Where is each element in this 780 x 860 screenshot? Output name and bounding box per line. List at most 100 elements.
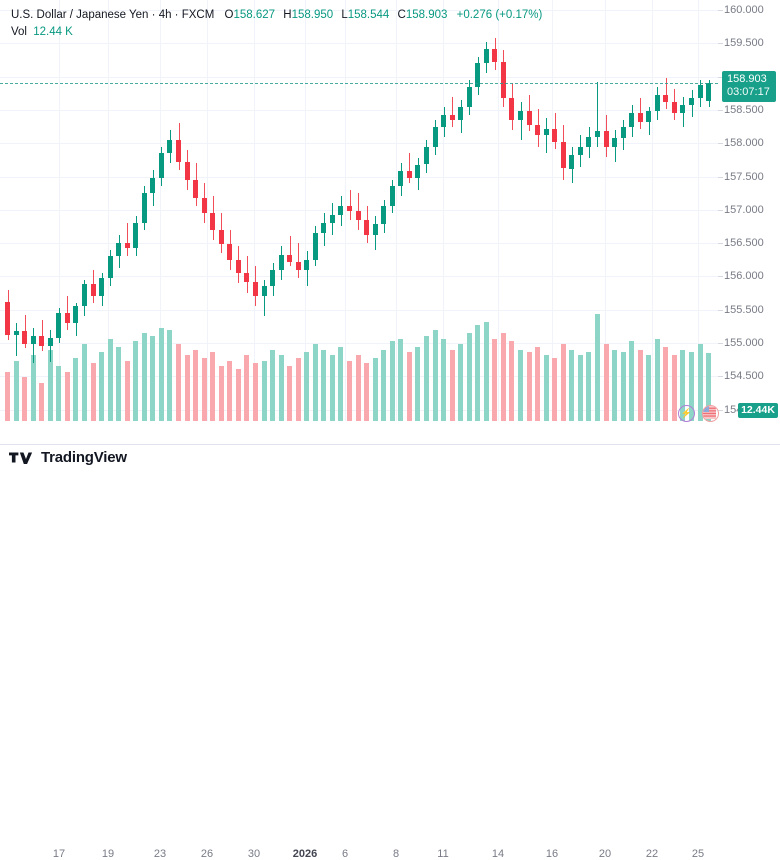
volume-bar xyxy=(381,349,386,421)
price-tick-label: 158.500 xyxy=(724,104,764,116)
volume-bar xyxy=(185,355,190,421)
time-tick-label: 19 xyxy=(101,848,115,860)
volume-bar xyxy=(578,355,583,421)
candle-body xyxy=(492,48,497,62)
gridline-v xyxy=(254,0,255,421)
candle-body xyxy=(279,255,284,270)
volume-bar xyxy=(91,363,96,421)
candle-wick xyxy=(298,243,299,278)
price-scale[interactable]: 160.000159.500159.000158.500158.000157.5… xyxy=(718,0,780,421)
volume-bar xyxy=(22,377,27,421)
low-value: 158.544 xyxy=(347,9,390,21)
volume-bar xyxy=(373,357,378,421)
volume-bar xyxy=(48,349,53,421)
candle-wick xyxy=(452,96,453,127)
close-value: 158.903 xyxy=(405,9,448,21)
volume-bar xyxy=(612,349,617,421)
candle-wick xyxy=(33,328,34,363)
volume-bar xyxy=(347,360,352,421)
candle-body xyxy=(116,243,121,257)
candle-body xyxy=(706,83,711,102)
time-tick-label: 17 xyxy=(52,848,66,860)
candle-body xyxy=(5,301,10,335)
volume-bar xyxy=(586,352,591,421)
time-tick-label: 16 xyxy=(545,848,559,860)
interval-label[interactable]: 4h xyxy=(158,9,172,21)
volume-bar xyxy=(262,360,267,421)
tradingview-logo[interactable]: TradingView xyxy=(9,450,127,465)
price-tick-mark xyxy=(718,143,723,144)
candle-body xyxy=(638,113,643,122)
volume-bar xyxy=(706,352,711,421)
change-value: +0.276 (+0.17%) xyxy=(456,9,543,21)
volume-bar xyxy=(82,344,87,421)
candle-body xyxy=(484,48,489,64)
price-tick-mark xyxy=(718,310,723,311)
time-tick-label: 23 xyxy=(153,848,167,860)
volume-value: 12.44 K xyxy=(33,26,73,38)
last-price-value: 158.903 xyxy=(727,73,767,85)
us-flag-glyph xyxy=(703,406,716,419)
candle-body xyxy=(595,131,600,137)
candle-body xyxy=(544,128,549,136)
time-tick-label: 26 xyxy=(200,848,214,860)
time-tick-label: 11 xyxy=(437,848,449,860)
gridline-v xyxy=(108,0,109,421)
gridline-v xyxy=(552,0,553,421)
candle-body xyxy=(22,331,27,345)
gridline-h xyxy=(0,143,718,144)
candle-body xyxy=(398,171,403,187)
candle-body xyxy=(73,306,78,323)
chart-legend[interactable]: U.S. Dollar / Japanese Yen · 4h · FXCM O… xyxy=(11,8,542,39)
volume-bar xyxy=(270,349,275,421)
volume-bar xyxy=(441,338,446,421)
gridline-h xyxy=(0,276,718,277)
candle-body xyxy=(655,95,660,112)
gridline-h xyxy=(0,110,718,111)
candle-body xyxy=(672,101,677,114)
volume-bar xyxy=(14,360,19,421)
volume-bar xyxy=(398,338,403,421)
candle-body xyxy=(450,115,455,120)
close-key: C xyxy=(397,9,406,21)
us-flag-icon[interactable] xyxy=(702,405,719,422)
price-tick-mark xyxy=(718,177,723,178)
high-key: H xyxy=(283,9,292,21)
candle-body xyxy=(321,223,326,234)
volume-bar xyxy=(535,346,540,421)
volume-bar xyxy=(646,355,651,421)
volume-bar xyxy=(313,344,318,421)
chart-plot-area[interactable] xyxy=(0,0,718,421)
symbol-name[interactable]: U.S. Dollar / Japanese Yen xyxy=(11,9,149,21)
volume-bar xyxy=(321,349,326,421)
gridline-v xyxy=(59,0,60,421)
candle-body xyxy=(82,284,87,307)
tradingview-mark-icon xyxy=(9,452,33,464)
price-tick-label: 155.000 xyxy=(724,337,764,349)
candle-wick xyxy=(264,279,265,317)
candle-body xyxy=(527,111,532,125)
price-tick-label: 159.500 xyxy=(724,37,764,49)
volume-bar xyxy=(390,341,395,421)
volume-bar xyxy=(193,349,198,421)
volume-bar xyxy=(527,352,532,421)
price-tick-mark xyxy=(718,243,723,244)
volume-bar xyxy=(219,366,224,421)
price-tick-mark xyxy=(718,77,723,78)
price-tick-mark xyxy=(718,10,723,11)
time-tick-label: 30 xyxy=(247,848,261,860)
volume-bar xyxy=(176,344,181,421)
lightning-bolt-icon[interactable]: ⚡ xyxy=(678,405,695,422)
candle-body xyxy=(441,115,446,127)
volume-bar xyxy=(698,344,703,421)
price-tick-label: 160.000 xyxy=(724,4,764,16)
gridline-v xyxy=(698,0,699,421)
time-scale[interactable]: 17 19 23 26 30 2026 6 8 11 14 16 20 22 25 xyxy=(0,421,780,860)
price-tick-mark xyxy=(718,210,723,211)
candle-body xyxy=(501,61,506,98)
low-key: L xyxy=(341,9,348,21)
volume-bar xyxy=(167,330,172,421)
candle-body xyxy=(364,219,369,236)
candle-body xyxy=(458,106,463,120)
